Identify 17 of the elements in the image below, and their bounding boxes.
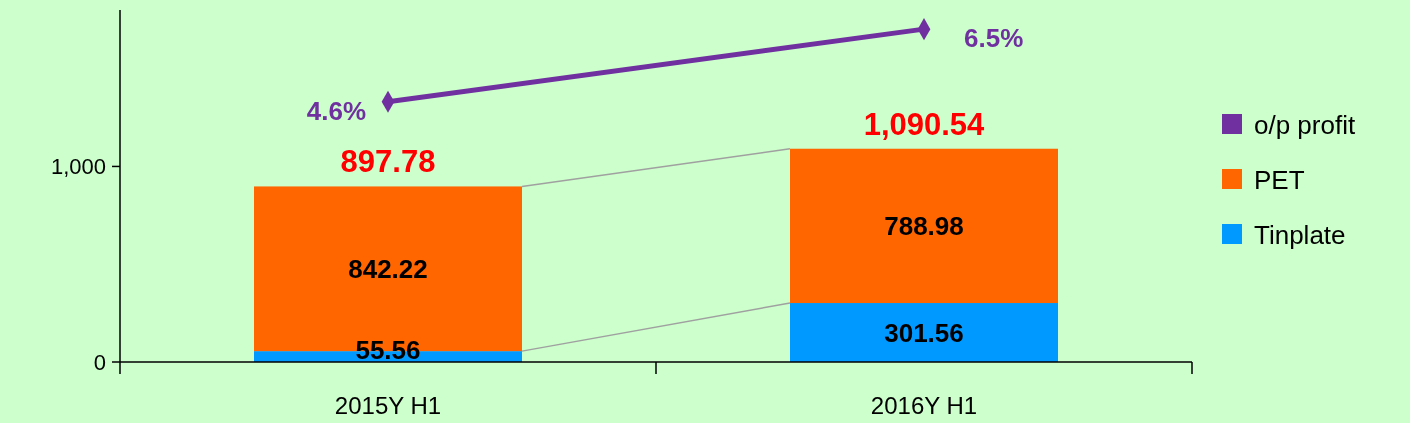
data-label: 4.6% [306,95,366,126]
data-label: 301.56 [884,317,964,348]
data-label: 788.98 [884,210,964,241]
bar [790,148,1058,304]
x-tick-label: 2015Y H1 [334,392,442,419]
data-label: 55.56 [355,335,421,365]
legend-label: PET [1254,165,1305,195]
x-tick-label: 2016Y H1 [870,392,978,419]
legend-label: o/p profit [1254,110,1356,140]
y-tick-label: 1,000 [50,154,106,180]
bar [790,303,1058,362]
total-label: 897.78 [340,144,436,180]
data-label: 842.22 [348,253,428,284]
y-tick-label: 0 [93,350,106,375]
total-label: 1,090.54 [863,106,986,142]
legend-label: Tinplate [1254,220,1346,250]
data-label: 6.5% [964,23,1024,54]
